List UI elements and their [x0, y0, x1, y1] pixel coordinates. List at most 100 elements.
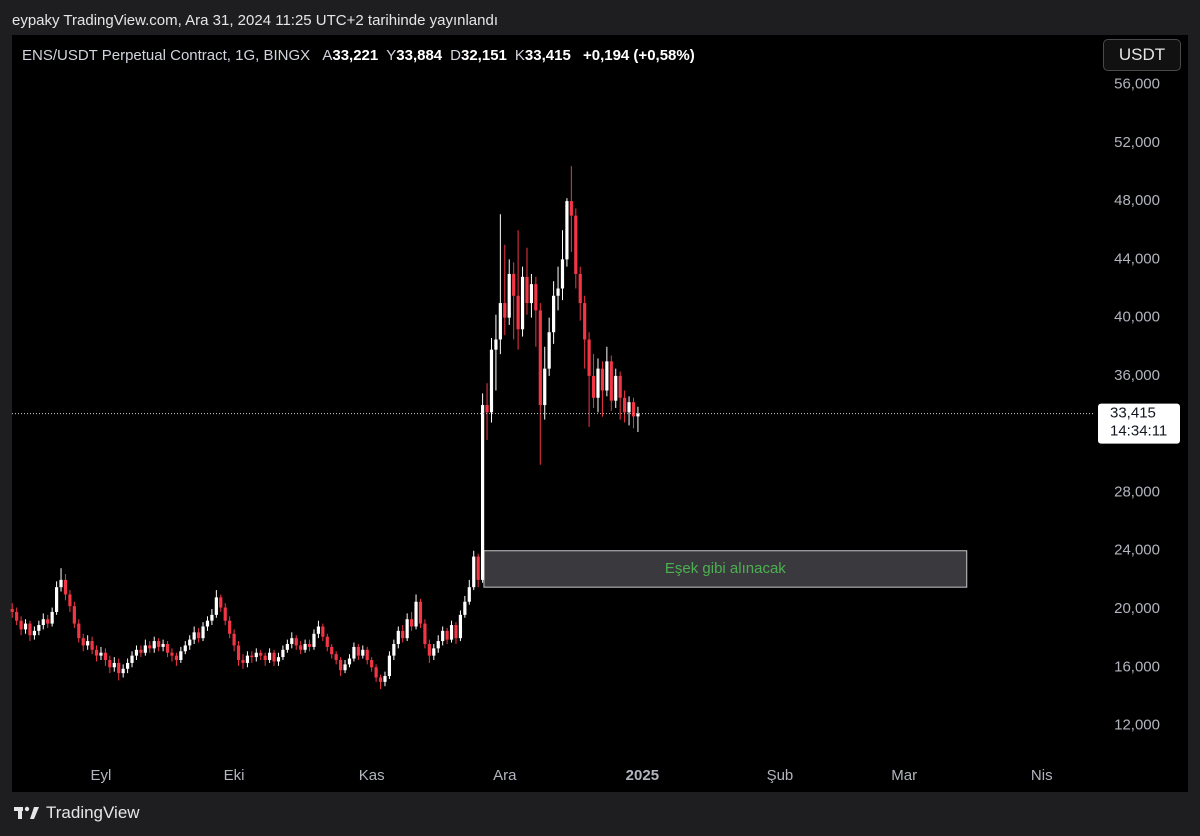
x-tick-label: Kas	[359, 767, 385, 784]
candle-body	[245, 655, 250, 663]
candle-body	[59, 579, 63, 588]
countdown: 14:34:11	[1110, 423, 1167, 440]
last-price-box	[1098, 403, 1180, 444]
candle-body	[86, 641, 90, 646]
candle-body	[587, 339, 591, 376]
candle-body	[498, 303, 502, 340]
candle-body	[316, 626, 321, 634]
ohlc-values: A33,221 Y33,884 D32,151 K33,415	[314, 47, 570, 64]
candle-body	[205, 620, 210, 627]
candle-body	[165, 643, 170, 653]
candle-body	[94, 649, 99, 656]
symbol-legend: ENS/USDT Perpetual Contract, 1G, BINGX A…	[22, 47, 695, 64]
x-tick-label: 2025	[626, 767, 659, 784]
candle-body	[432, 648, 436, 656]
ohlc-value: 33,884	[396, 47, 443, 64]
candle-body	[241, 660, 245, 663]
candle-body	[618, 375, 622, 398]
candle-body	[414, 601, 418, 627]
candle-body	[556, 288, 560, 296]
ohlc-value: 32,151	[461, 47, 507, 64]
candle-body	[99, 652, 103, 656]
candle-body	[272, 652, 276, 662]
candle-body	[183, 645, 187, 652]
candle-body	[520, 276, 525, 330]
y-tick-label: 52,000	[1114, 134, 1160, 151]
y-tick-label: 36,000	[1114, 367, 1160, 384]
candle-body	[503, 303, 507, 318]
candle-body	[210, 614, 214, 621]
candle-body	[378, 677, 383, 682]
candle-body	[170, 652, 174, 656]
candle-body	[565, 201, 569, 260]
candle-body	[81, 638, 85, 646]
x-tick-label: Eyl	[91, 767, 112, 784]
brand: TradingView	[46, 803, 140, 822]
candle-body	[392, 643, 396, 656]
candle-body	[623, 397, 627, 413]
candle-body	[201, 626, 205, 639]
candle-body	[334, 654, 338, 661]
candle-body	[543, 368, 547, 406]
candle-body	[232, 633, 236, 646]
candle-body	[63, 579, 68, 595]
candle-body	[41, 619, 45, 626]
candle-body	[485, 405, 489, 413]
candle-body	[130, 655, 134, 663]
candle-body	[507, 273, 511, 318]
x-tick-label: Ara	[493, 767, 517, 784]
change: +0,194 (+0,58%)	[582, 47, 695, 64]
candle-body	[410, 619, 414, 627]
candle-body	[525, 276, 529, 304]
y-tick-label: 40,000	[1114, 309, 1160, 326]
candle-body	[46, 619, 50, 624]
candle-body	[143, 645, 147, 653]
y-tick-label: 12,000	[1114, 717, 1160, 734]
candle-body	[276, 657, 281, 662]
candle-body	[299, 645, 303, 650]
y-tick-label: 20,000	[1114, 600, 1160, 617]
candle-body	[77, 623, 81, 639]
y-tick-label: 44,000	[1114, 250, 1160, 267]
candle-body	[605, 361, 609, 391]
candle-body	[90, 641, 94, 650]
currency-button[interactable]: USDT	[1103, 39, 1181, 71]
candle-body	[494, 339, 498, 350]
candle-body	[423, 623, 427, 644]
candle-body	[512, 273, 516, 296]
candle-body	[481, 405, 485, 580]
y-tick-label: 48,000	[1114, 192, 1160, 209]
candle-body	[103, 652, 108, 661]
candle-body	[285, 643, 289, 650]
candle-body	[228, 620, 232, 634]
publish-info: eypaky TradingView.com, Ara 31, 2024 11:…	[12, 12, 498, 29]
candle-body	[139, 649, 143, 653]
candle-body	[10, 609, 14, 612]
candle-body	[134, 649, 139, 656]
candle-body	[347, 658, 352, 665]
candle-body	[401, 630, 405, 639]
candle-body	[374, 667, 378, 678]
ohlc-label: D	[450, 47, 461, 64]
candle-body	[552, 295, 556, 333]
candle-body	[125, 662, 130, 669]
candle-body	[591, 375, 596, 398]
candle-body	[157, 641, 161, 647]
candle-body	[32, 630, 37, 636]
candle-body	[427, 643, 431, 656]
candle-body	[263, 655, 267, 661]
footer: TradingView	[14, 803, 140, 823]
ohlc-value: 33,415	[524, 47, 571, 64]
candle-body	[148, 645, 152, 649]
annotation-text: Eşek gibi alınacak	[665, 560, 786, 577]
candle-body	[631, 402, 636, 417]
candle-body	[441, 630, 445, 642]
candle-body	[214, 597, 218, 615]
candle-body	[219, 597, 223, 608]
candle-body	[307, 643, 312, 647]
candle-body	[489, 349, 494, 413]
candle-body	[330, 646, 334, 655]
candle-body	[192, 632, 196, 640]
